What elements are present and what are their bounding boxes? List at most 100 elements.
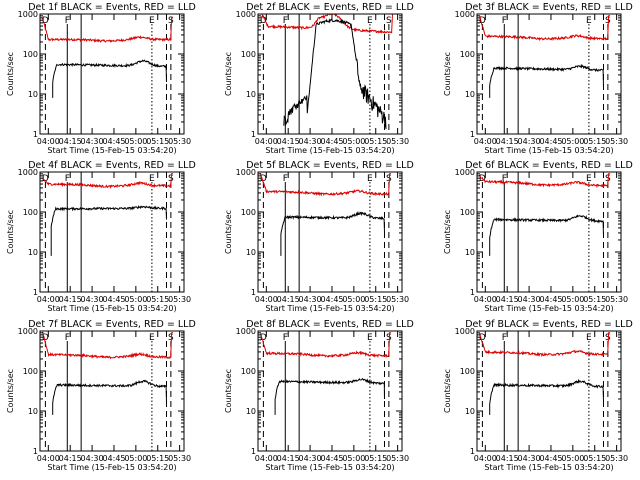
x-tick-label: 05:15 bbox=[364, 137, 387, 146]
y-tick-label: 1000 bbox=[236, 327, 256, 336]
panel-title: Det 6f BLACK = Events, RED = LLD bbox=[465, 160, 633, 171]
x-tick-label: 05:30 bbox=[168, 137, 191, 146]
series-events-line bbox=[489, 378, 604, 415]
series-events-line bbox=[489, 214, 604, 256]
x-tick-label: 04:00 bbox=[255, 454, 278, 463]
y-axis-label: Counts/sec bbox=[443, 52, 452, 96]
y-tick-label: 100 bbox=[241, 50, 256, 59]
marker-label: E bbox=[586, 174, 592, 184]
y-tick-label: 1000 bbox=[455, 168, 475, 177]
panel-title: Det 4f BLACK = Events, RED = LLD bbox=[28, 160, 196, 171]
x-tick-label: 05:00 bbox=[124, 454, 147, 463]
x-tick-label: 04:00 bbox=[37, 295, 60, 304]
y-tick-label: 1 bbox=[251, 130, 256, 139]
x-tick-label: 04:30 bbox=[518, 137, 541, 146]
x-tick-label: 05:15 bbox=[583, 454, 606, 463]
x-tick-label: 04:45 bbox=[320, 454, 343, 463]
x-tick-label: 04:00 bbox=[255, 295, 278, 304]
y-axis-label: Counts/sec bbox=[443, 210, 452, 254]
y-tick-label: 100 bbox=[23, 50, 38, 59]
series-lld-line bbox=[261, 14, 394, 34]
x-tick-label: 04:30 bbox=[81, 454, 104, 463]
x-tick-label: 05:00 bbox=[124, 137, 147, 146]
x-tick-label: 05:30 bbox=[168, 454, 191, 463]
y-axis-label: Counts/sec bbox=[6, 210, 15, 254]
series-events-line bbox=[283, 18, 387, 130]
series-events-line bbox=[52, 379, 167, 415]
x-tick-label: 04:15 bbox=[496, 295, 519, 304]
y-tick-label: 1000 bbox=[236, 10, 256, 19]
plot-frame bbox=[476, 13, 622, 135]
panel-title: Det 5f BLACK = Events, RED = LLD bbox=[246, 160, 414, 171]
panel-title: Det 3f BLACK = Events, RED = LLD bbox=[465, 2, 633, 13]
panel-title: Det 7f BLACK = Events, RED = LLD bbox=[28, 319, 196, 330]
series-events-line bbox=[52, 59, 167, 98]
y-tick-label: 10 bbox=[246, 90, 256, 99]
marker-label: F bbox=[283, 16, 288, 26]
y-axis-label: Counts/sec bbox=[224, 369, 233, 413]
marker-label: F bbox=[502, 174, 507, 184]
y-tick-label: 10 bbox=[465, 90, 475, 99]
x-tick-label: 04:15 bbox=[59, 137, 82, 146]
x-axis-label: Start Time (15-Feb-15 03:54:20) bbox=[47, 146, 176, 155]
marker-label: F bbox=[65, 16, 70, 26]
x-tick-label: 04:15 bbox=[277, 454, 300, 463]
marker-label: F bbox=[283, 174, 288, 184]
series-events-line bbox=[274, 377, 385, 415]
x-tick-label: 04:45 bbox=[320, 137, 343, 146]
x-tick-label: 05:15 bbox=[146, 454, 169, 463]
x-tick-label: 05:30 bbox=[386, 295, 409, 304]
x-axis-label: Start Time (15-Feb-15 03:54:20) bbox=[47, 304, 176, 313]
y-tick-label: 1 bbox=[470, 447, 475, 456]
series-lld-line bbox=[42, 173, 174, 190]
y-tick-label: 1 bbox=[33, 288, 38, 297]
marker-label: D bbox=[42, 174, 49, 184]
x-tick-label: 04:30 bbox=[81, 137, 104, 146]
y-tick-label: 1 bbox=[470, 130, 475, 139]
marker-label: D bbox=[42, 333, 49, 343]
x-tick-label: 05:15 bbox=[146, 137, 169, 146]
y-tick-label: 1000 bbox=[455, 10, 475, 19]
x-tick-label: 04:15 bbox=[59, 454, 82, 463]
marker-label: F bbox=[65, 174, 70, 184]
x-axis-label: Start Time (15-Feb-15 03:54:20) bbox=[265, 146, 394, 155]
x-tick-label: 05:30 bbox=[168, 295, 191, 304]
x-tick-label: 04:30 bbox=[81, 295, 104, 304]
series-events-line bbox=[50, 205, 167, 256]
panel-title: Det 9f BLACK = Events, RED = LLD bbox=[465, 319, 633, 330]
x-tick-label: 05:00 bbox=[124, 295, 147, 304]
plot-frame bbox=[39, 330, 185, 452]
marker-label: E bbox=[586, 333, 592, 343]
marker-label: E bbox=[149, 333, 155, 343]
x-tick-label: 04:15 bbox=[496, 137, 519, 146]
x-tick-label: 04:30 bbox=[518, 295, 541, 304]
marker-label: D bbox=[260, 333, 267, 343]
series-lld-line bbox=[42, 331, 174, 360]
x-tick-label: 05:15 bbox=[364, 454, 387, 463]
y-tick-label: 10 bbox=[465, 407, 475, 416]
x-tick-label: 04:00 bbox=[474, 137, 497, 146]
y-tick-label: 10 bbox=[28, 407, 38, 416]
y-tick-label: 1000 bbox=[18, 327, 38, 336]
y-axis-label: Counts/sec bbox=[6, 52, 15, 96]
marker-label: E bbox=[367, 16, 373, 26]
x-tick-label: 05:30 bbox=[605, 454, 628, 463]
y-tick-label: 10 bbox=[246, 248, 256, 257]
y-axis-label: Counts/sec bbox=[443, 369, 452, 413]
x-tick-label: 04:00 bbox=[474, 454, 497, 463]
y-tick-label: 10 bbox=[28, 90, 38, 99]
plot-frame bbox=[476, 171, 622, 293]
x-axis-label: Start Time (15-Feb-15 03:54:20) bbox=[484, 304, 613, 313]
series-events-line bbox=[489, 63, 604, 98]
marker-label: E bbox=[367, 333, 373, 343]
marker-label: E bbox=[149, 174, 155, 184]
plot-frame bbox=[257, 13, 403, 135]
marker-label: E bbox=[367, 174, 373, 184]
marker-label: D bbox=[260, 16, 267, 26]
y-tick-label: 1 bbox=[33, 130, 38, 139]
y-axis-label: Counts/sec bbox=[224, 52, 233, 96]
